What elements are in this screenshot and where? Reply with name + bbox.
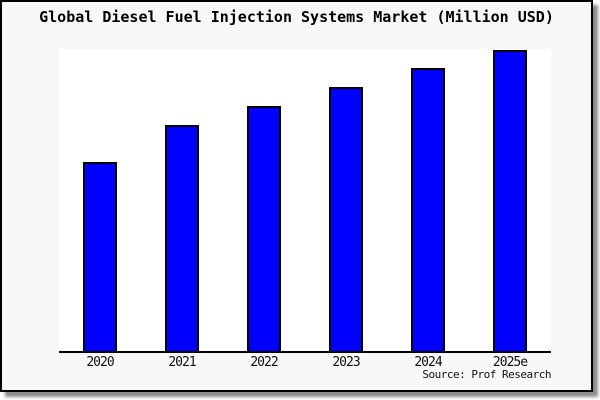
bar-2021	[165, 125, 199, 351]
bar-2020	[83, 162, 117, 351]
source-note: Source: Prof Research	[422, 368, 551, 381]
x-tick-2020: 2020	[86, 355, 114, 370]
bar-slot-2022	[223, 49, 305, 351]
bar-2024	[411, 68, 445, 351]
bar-2023	[329, 87, 363, 351]
bar-slot-2024	[387, 49, 469, 351]
bar-2025e	[493, 50, 527, 351]
x-tick-2023: 2023	[332, 355, 360, 370]
x-tick-2025e: 2025e	[492, 355, 528, 370]
bar-slot-2025e	[469, 49, 551, 351]
x-tick-2021: 2021	[168, 355, 196, 370]
bar-slot-2023	[305, 49, 387, 351]
chart-panel: Global Diesel Fuel Injection Systems Mar…	[0, 0, 593, 392]
bar-2022	[247, 106, 281, 351]
x-axis-labels: 2020 2021 2022 2023 2024 2025e	[59, 355, 551, 370]
bar-slot-2020	[59, 49, 141, 351]
bar-slot-2021	[141, 49, 223, 351]
chart-title: Global Diesel Fuel Injection Systems Mar…	[39, 8, 554, 26]
plot-area	[59, 49, 551, 353]
x-tick-2022: 2022	[250, 355, 278, 370]
x-tick-2024: 2024	[414, 355, 442, 370]
